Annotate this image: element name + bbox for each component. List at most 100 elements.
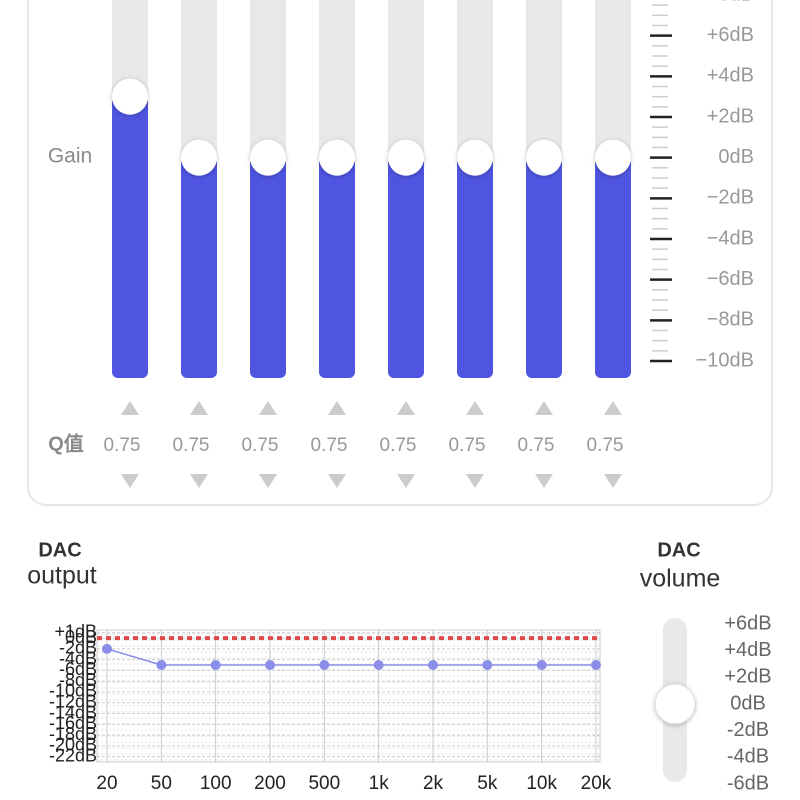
x-tick-label: 10k: [526, 773, 557, 794]
gain-bar: [526, 157, 562, 378]
slider-knob[interactable]: [250, 139, 286, 176]
scale-label: +2dB: [707, 105, 754, 127]
x-tick-label: 500: [308, 773, 340, 794]
response-point: [265, 660, 275, 671]
q-up-button[interactable]: [604, 401, 622, 415]
volume-label: -4dB: [727, 746, 769, 768]
y-tick-label: -20dB: [49, 735, 97, 755]
scale-label: +6dB: [707, 24, 754, 46]
volume-label: +4dB: [724, 639, 771, 661]
slider-knob[interactable]: [457, 139, 493, 176]
q-down-button[interactable]: [121, 474, 139, 488]
q-down-button[interactable]: [604, 474, 622, 488]
q-up-button[interactable]: [328, 401, 346, 415]
y-tick-label: -22dB: [49, 745, 97, 765]
response-point: [102, 643, 112, 654]
q-value: 0.75: [242, 435, 279, 456]
response-line: [106, 648, 596, 666]
y-tick-label: +1dB: [54, 621, 97, 641]
q-up-button[interactable]: [535, 401, 553, 415]
q-value: 0.75: [518, 435, 555, 456]
q-label: Q值: [48, 431, 84, 455]
q-down-button[interactable]: [397, 474, 415, 488]
scale-label: +4dB: [707, 65, 754, 87]
x-tick-label: 200: [254, 773, 286, 794]
response-point: [319, 660, 330, 671]
gain-bar: [319, 157, 355, 378]
slider-knob[interactable]: [526, 139, 562, 176]
q-up-button[interactable]: [466, 401, 484, 415]
volume-label: -2dB: [727, 719, 769, 741]
x-tick-label: 2k: [423, 773, 444, 794]
q-value: 0.75: [311, 435, 348, 456]
q-down-button[interactable]: [259, 474, 277, 488]
y-tick-label: -8dB: [59, 670, 97, 690]
q-down-button[interactable]: [466, 474, 484, 488]
q-value: 0.75: [587, 435, 624, 456]
response-point: [536, 660, 547, 671]
dac-output-title: output: [27, 562, 97, 590]
y-tick-label: -16dB: [49, 713, 97, 733]
scale-label: −10dB: [696, 349, 754, 371]
response-point: [482, 660, 493, 671]
dac-output-title: DAC: [38, 539, 81, 561]
response-point: [156, 660, 167, 671]
scale-label: 0dB: [718, 146, 754, 168]
response-point: [210, 660, 221, 671]
q-up-button[interactable]: [121, 401, 139, 415]
scale-label: −6dB: [707, 268, 754, 290]
volume-knob[interactable]: [654, 683, 696, 725]
gain-bar: [388, 157, 424, 378]
y-tick-label: 0dB: [65, 627, 97, 647]
gain-label: Gain: [48, 145, 92, 168]
scale-label: −2dB: [707, 187, 754, 209]
volume-label: -6dB: [727, 772, 769, 794]
response-point: [591, 660, 601, 671]
q-value: 0.75: [449, 435, 486, 456]
q-value: 0.75: [380, 435, 417, 456]
response-point: [428, 660, 438, 671]
q-down-button[interactable]: [328, 474, 346, 488]
y-tick-label: -2dB: [59, 638, 97, 658]
dac-volume-title: DAC: [657, 539, 700, 561]
gain-bar: [181, 157, 217, 378]
slider-knob[interactable]: [319, 139, 355, 176]
scale-label: +8dB: [707, 0, 754, 5]
x-tick-label: 20: [96, 773, 117, 794]
slider-knob[interactable]: [595, 139, 631, 176]
gain-bar: [457, 157, 493, 378]
response-point: [373, 660, 384, 671]
dac-plot-area: [96, 629, 601, 763]
scale-label: −4dB: [707, 227, 754, 249]
dac-volume-title: volume: [640, 565, 721, 593]
gain-bar: [250, 157, 286, 378]
x-tick-label: 1k: [369, 773, 390, 794]
y-tick-label: -18dB: [49, 724, 97, 744]
volume-label: +6dB: [724, 612, 771, 634]
q-down-button[interactable]: [190, 474, 208, 488]
x-tick-label: 20k: [581, 773, 612, 794]
y-tick-label: -12dB: [49, 691, 97, 711]
x-tick-label: 5k: [477, 773, 498, 794]
slider-knob[interactable]: [181, 139, 217, 176]
slider-knob[interactable]: [388, 139, 424, 176]
q-down-button[interactable]: [535, 474, 553, 488]
q-up-button[interactable]: [259, 401, 277, 415]
slider-knob[interactable]: [112, 78, 148, 115]
y-tick-label: -10dB: [49, 681, 97, 701]
y-tick-label: -6dB: [59, 659, 97, 679]
q-value: 0.75: [173, 435, 210, 456]
scale-label: −8dB: [707, 309, 754, 331]
gain-bar: [595, 157, 631, 378]
x-tick-label: 50: [151, 773, 172, 794]
q-value: 0.75: [104, 435, 141, 456]
volume-label: +2dB: [724, 666, 771, 688]
q-up-button[interactable]: [397, 401, 415, 415]
y-tick-label: -4dB: [59, 648, 97, 668]
y-tick-label: -14dB: [49, 702, 97, 722]
volume-label: 0dB: [730, 692, 766, 714]
x-tick-label: 100: [200, 773, 232, 794]
q-up-button[interactable]: [190, 401, 208, 415]
gain-bar: [112, 96, 148, 379]
